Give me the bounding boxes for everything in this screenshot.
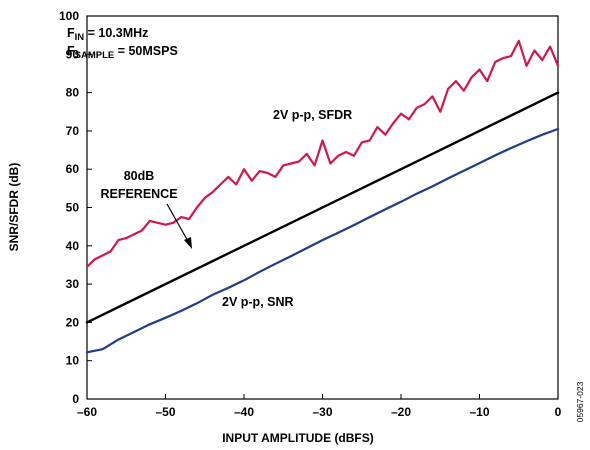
y-axis-title: SNR/SFDR (dB)	[7, 163, 21, 252]
y-tick-label: 90	[66, 47, 80, 61]
sfdr-series-line	[85, 39, 560, 268]
reference-series-line	[85, 91, 560, 324]
y-tick-label: 0	[72, 392, 79, 406]
ticks-layer: –60 –50 –40 –30 –20 –10 0 0 10 20 30 40 50 60 70 80 90 10…	[59, 9, 562, 419]
y-tick-label: 20	[66, 315, 80, 329]
reference-label-line2: REFERENCE	[100, 187, 177, 201]
y-tick-label: 40	[66, 239, 80, 253]
reference-arrow-shaft	[166, 203, 190, 244]
fin-value: = 10.3MHz	[84, 26, 148, 40]
fsample-subscript: SAMPLE	[75, 50, 115, 61]
y-tick-label: 80	[66, 86, 80, 100]
x-axis-title: INPUT AMPLITUDE (dBFS)	[222, 431, 374, 445]
x-tick-label: 0	[555, 405, 562, 419]
sfdr-series-label: 2V p-p, SFDR	[273, 108, 352, 122]
x-tick-label: –10	[469, 405, 489, 419]
fsample-annotation: FSAMPLE = 50MSPS	[67, 44, 178, 61]
x-tick-label: –30	[312, 405, 332, 419]
y-tick-label: 30	[66, 277, 80, 291]
y-tick-label: 10	[66, 354, 80, 368]
y-tick-label: 50	[66, 201, 80, 215]
reference-label-line1: 80dB	[124, 169, 155, 183]
x-tick-label: –50	[155, 405, 175, 419]
fsample-symbol: F	[67, 44, 75, 58]
snr-series-label: 2V p-p, SNR	[222, 295, 294, 309]
y-tick-label: 100	[59, 9, 79, 23]
fin-annotation: FIN = 10.3MHz	[67, 26, 148, 43]
series-layer	[85, 39, 560, 354]
reference-arrow-head	[184, 237, 192, 249]
figure-id: 05967-023	[575, 381, 585, 422]
fsample-value: = 50MSPS	[114, 44, 178, 58]
snr-series-line	[85, 127, 560, 354]
fin-subscript: IN	[75, 32, 85, 43]
x-tick-label: –40	[234, 405, 254, 419]
y-tick-label: 70	[66, 124, 80, 138]
x-tick-label: –60	[77, 405, 97, 419]
y-tick-label: 60	[66, 162, 80, 176]
x-tick-label: –20	[391, 405, 411, 419]
fin-symbol: F	[67, 26, 75, 40]
